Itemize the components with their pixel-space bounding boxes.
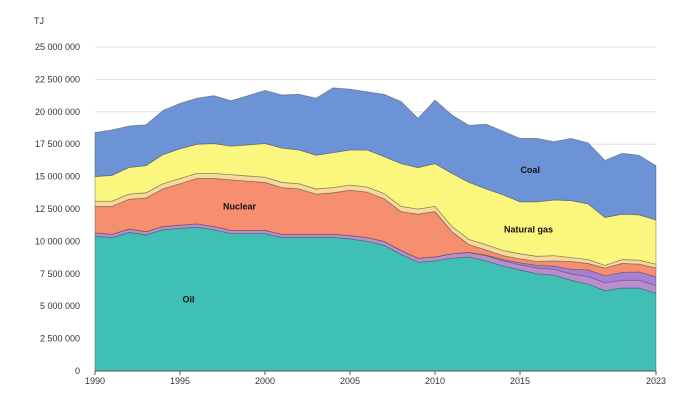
y-tick-label: 17 500 000 — [35, 139, 80, 149]
y-tick-label: 25 000 000 — [35, 42, 80, 52]
x-tick-label: 2005 — [340, 376, 360, 386]
series-label-nuclear: Nuclear — [223, 201, 257, 211]
x-axis-ticks: 1990 1995 2000 2005 2010 2015 2023 — [85, 371, 666, 386]
x-tick-label: 2010 — [425, 376, 445, 386]
x-tick-label: 2015 — [510, 376, 530, 386]
y-tick-label: 12 500 000 — [35, 204, 80, 214]
series-label-coal: Coal — [520, 165, 540, 175]
area-series-layer-4 — [94, 172, 657, 269]
area-series-coal — [94, 87, 657, 221]
y-tick-label: 22 500 000 — [35, 74, 80, 84]
y-tick-label: 10 000 000 — [35, 236, 80, 246]
y-tick-label: 15 000 000 — [35, 172, 80, 182]
x-tick-label: 1990 — [85, 376, 105, 386]
y-tick-label: 20 000 000 — [35, 107, 80, 117]
y-axis-unit-label: TJ — [34, 16, 44, 26]
series-label-oil: Oil — [182, 295, 194, 305]
area-series-natural-gas — [94, 143, 657, 266]
series-label-natural-gas: Natural gas — [504, 225, 553, 235]
x-tick-label: 1995 — [170, 376, 190, 386]
x-tick-label: 2000 — [255, 376, 275, 386]
area-layer — [94, 87, 657, 372]
y-tick-label: 2 500 000 — [40, 334, 80, 344]
y-tick-label: 5 000 000 — [40, 301, 80, 311]
y-axis-ticks: 0 2 500 000 5 000 000 7 500 000 10 000 000 12… — [35, 42, 80, 376]
y-tick-label: 0 — [75, 366, 80, 376]
series-labels: Coal Natural gas Nuclear Oil — [182, 165, 553, 305]
x-tick-label: 2023 — [646, 376, 666, 386]
area-series-nuclear — [94, 178, 657, 278]
axes: TJ — [34, 16, 656, 372]
y-tick-label: 7 500 000 — [40, 269, 80, 279]
